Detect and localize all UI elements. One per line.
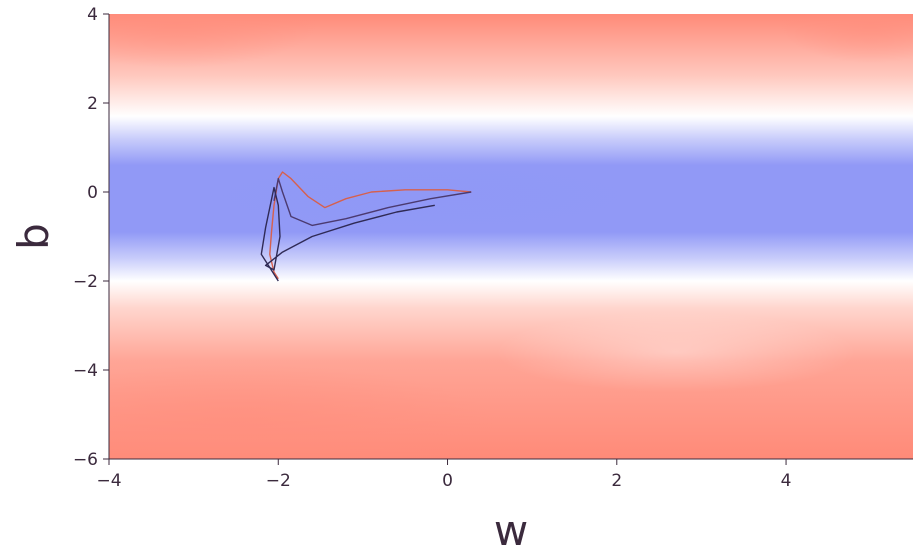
trajectory-series bbox=[260, 171, 472, 282]
y-tick-label: −4 bbox=[73, 361, 98, 381]
contour-hot-region bbox=[109, 363, 496, 459]
trajectory-line-1 bbox=[269, 171, 472, 280]
y-tick-label: −6 bbox=[73, 450, 98, 470]
y-tick-label: −2 bbox=[73, 272, 98, 292]
x-tick-label: 2 bbox=[611, 471, 622, 491]
y-tick-label: 2 bbox=[87, 94, 98, 114]
y-axis-label: b bbox=[9, 223, 58, 250]
trajectory-line-2 bbox=[273, 177, 472, 227]
contour-cool-region bbox=[162, 156, 683, 237]
contour-pale-region bbox=[496, 312, 857, 393]
axes bbox=[108, 14, 913, 460]
plot-area bbox=[109, 14, 913, 459]
x-tick-label: 4 bbox=[781, 471, 792, 491]
x-axis-label: w bbox=[494, 506, 528, 549]
x-tick-label: −2 bbox=[266, 471, 291, 491]
contour-hot-region bbox=[109, 14, 317, 68]
x-axis-ticks: −4 −2 0 2 4 bbox=[96, 459, 791, 491]
x-tick-label: 0 bbox=[442, 471, 453, 491]
y-tick-label: 0 bbox=[87, 183, 98, 203]
contour-hot-region bbox=[780, 14, 913, 63]
x-tick-label: −4 bbox=[96, 471, 121, 491]
y-axis-ticks: −6 −4 −2 0 2 4 bbox=[73, 5, 109, 470]
y-tick-label: 4 bbox=[87, 5, 98, 25]
trajectory-line-3 bbox=[260, 186, 435, 282]
